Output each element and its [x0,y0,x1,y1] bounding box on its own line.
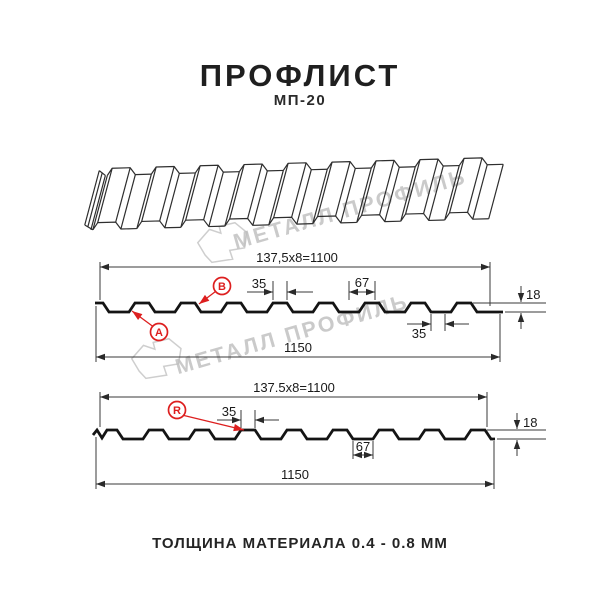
dim-overall-reverse: 1150 [95,437,495,489]
dim-rib-top-reverse: 35 [217,404,279,428]
profile-outline-reverse [91,427,495,441]
callout-b: В [198,276,232,305]
profile-section-reverse: 137.5x8=1100 R 35 67 [91,380,546,489]
dim-height-value: 18 [526,287,540,302]
dim-overall-value: 1150 [284,340,312,355]
profile-section-front: 137,5x8=1100 В А 35 67 [95,250,546,362]
sheet-right-edge [488,164,504,219]
callout-a: А [131,310,169,342]
dim-rib-top-value: 35 [252,276,266,291]
dim-rib-top-front: 35 [247,276,313,300]
dim-top-width-value: 137.5x8=1100 [253,380,335,395]
dim-overall-front: 1150 [95,306,501,362]
dim-gap-value: 67 [355,275,369,290]
callout-r: R [167,400,245,432]
dim-height-reverse: 18 [487,413,546,456]
sheet-cut-edge [84,170,106,231]
dim-gap-value: 67 [356,439,370,454]
profile-outline-front [95,301,503,314]
dim-gap-front: 67 [348,275,376,300]
sheet-3d-view [84,156,506,231]
dim-bottom-flat-value: 35 [412,326,426,341]
label-b: В [218,281,226,293]
dim-height-value: 18 [523,415,537,430]
dim-gap-reverse: 67 [352,439,374,459]
dim-overall-value: 1150 [281,467,309,482]
dim-rib-top-value: 35 [222,404,236,419]
dim-height-front: 18 [473,286,546,329]
dim-bottom-flat-front: 35 [407,314,469,341]
label-a: А [155,327,163,339]
dim-top-width-value: 137,5x8=1100 [256,250,338,265]
page-title: ПРОФЛИСТ [200,58,401,93]
profile-code: МП-20 [274,92,326,109]
label-r: R [173,405,181,417]
material-thickness-note: ТОЛЩИНА МАТЕРИАЛА 0.4 - 0.8 ММ [152,535,448,552]
